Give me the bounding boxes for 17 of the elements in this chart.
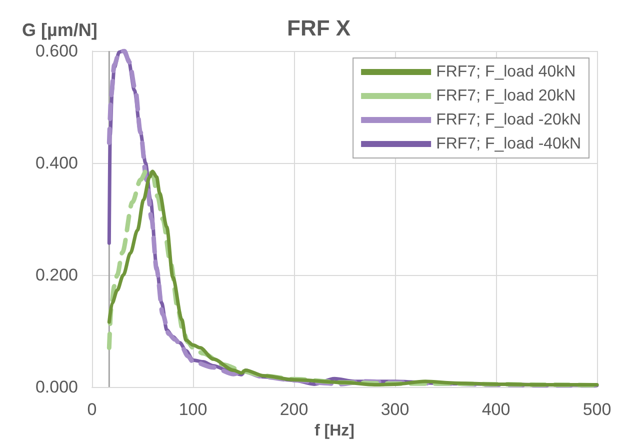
x-tick-label: 500 [582,400,612,419]
y-tick-label: 0.600 [35,42,78,60]
y-tick-label: 0.200 [35,266,78,284]
legend-label: FRF7; F_load -20kN [436,112,581,128]
x-tick-label: 0 [87,400,97,419]
y-axis-title: G [µm/N] [22,20,98,40]
x-axis-title: f [Hz] [314,422,354,440]
x-tick-label: 200 [280,400,308,419]
y-tick-label: 0.400 [35,154,78,172]
x-tick-label: 100 [178,400,208,419]
y-tick-label: 0.000 [35,378,78,396]
x-tick-label: 300 [380,400,410,419]
legend-label: FRF7; F_load -40kN [436,136,581,152]
x-tick-label: 400 [482,400,510,419]
chart-title: FRF X [287,16,351,40]
legend-label: FRF7; F_load 20kN [436,88,576,104]
legend-label: FRF7; F_load 40kN [436,64,576,80]
